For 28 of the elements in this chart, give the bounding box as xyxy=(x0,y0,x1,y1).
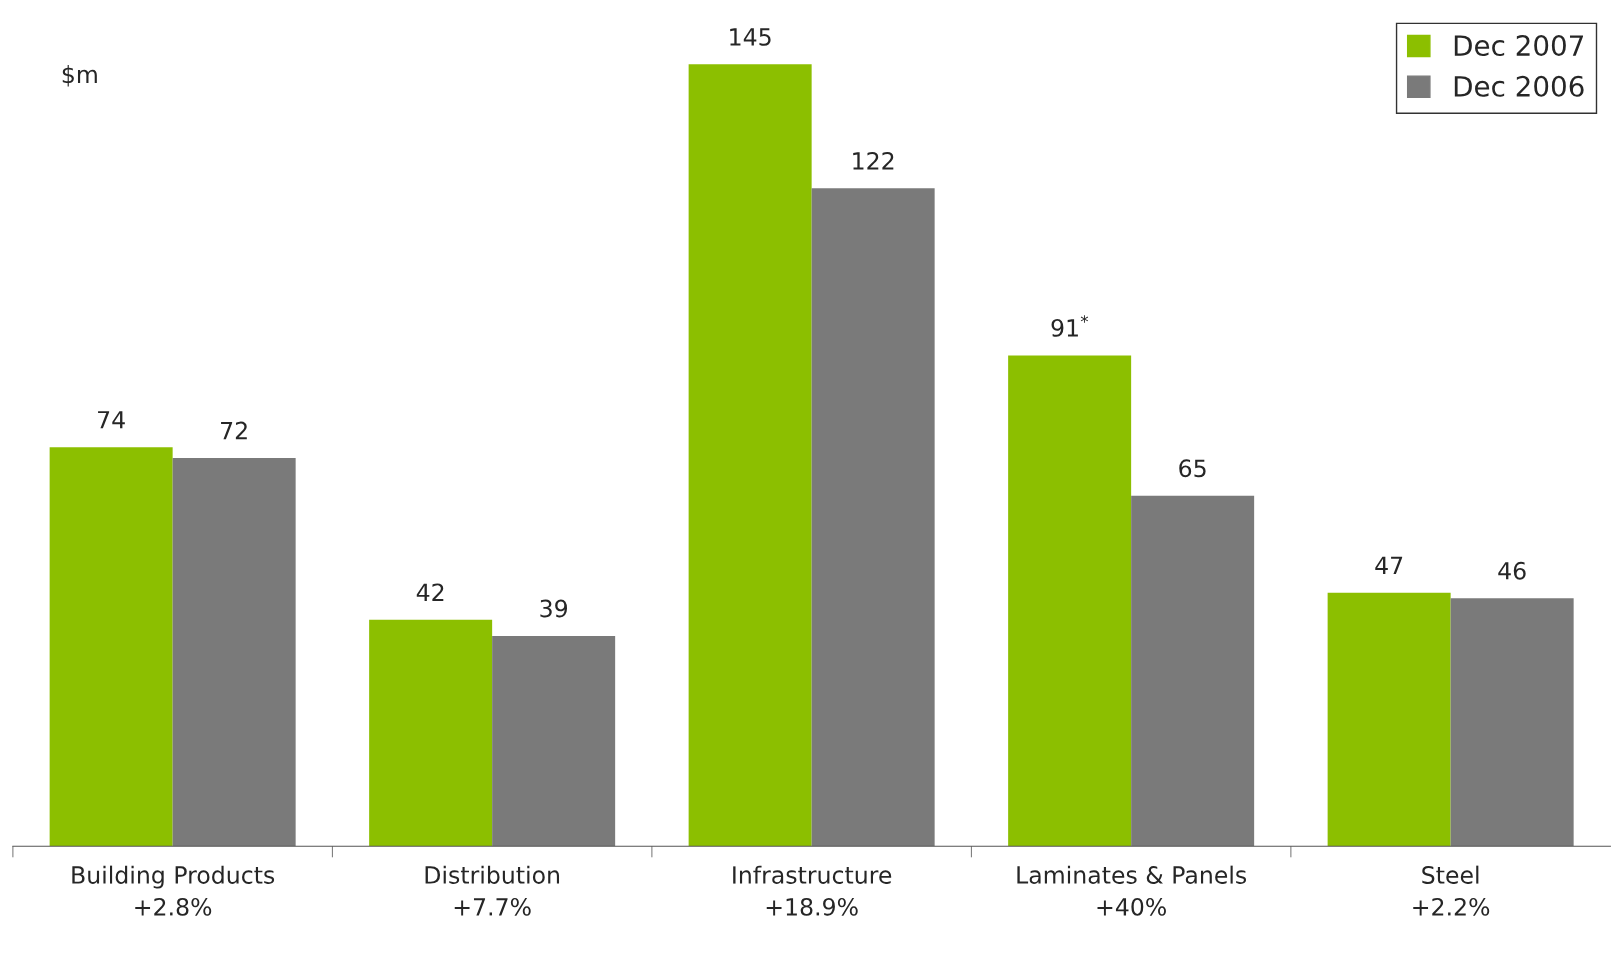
data-label: 65 xyxy=(1179,459,1206,478)
x-tick-label: Building Products +2.8% xyxy=(72,865,275,916)
data-label: 47 xyxy=(1375,556,1403,574)
data-label: 122 xyxy=(853,151,894,170)
data-label: 42 xyxy=(416,583,444,601)
bar xyxy=(688,64,812,847)
bar xyxy=(492,635,616,847)
data-label: 46 xyxy=(1498,561,1526,580)
legend-label: Dec 2006 xyxy=(1454,75,1584,97)
data-label: 91$^{*}$ xyxy=(1051,315,1089,337)
data-label: 72 xyxy=(221,421,247,440)
x-tick-label: Infrastructure +18.9% xyxy=(733,865,892,916)
data-label: 145 xyxy=(730,28,771,46)
bar xyxy=(811,188,935,847)
y-axis-title: $m xyxy=(62,65,97,87)
bar xyxy=(369,619,493,847)
bar xyxy=(172,457,296,847)
data-label: 39 xyxy=(540,599,568,618)
bar xyxy=(1008,355,1132,847)
x-tick-label: Steel +2.2% xyxy=(1413,865,1490,916)
legend-label: Dec 2007 xyxy=(1454,35,1584,57)
x-tick-label: Distribution +7.7% xyxy=(425,865,560,916)
bar xyxy=(1131,495,1255,847)
bar xyxy=(49,447,173,847)
bar xyxy=(1450,598,1574,847)
data-label: 74 xyxy=(98,411,125,429)
bar xyxy=(1327,592,1451,847)
x-tick-label: Laminates & Panels +40% xyxy=(1017,865,1247,916)
